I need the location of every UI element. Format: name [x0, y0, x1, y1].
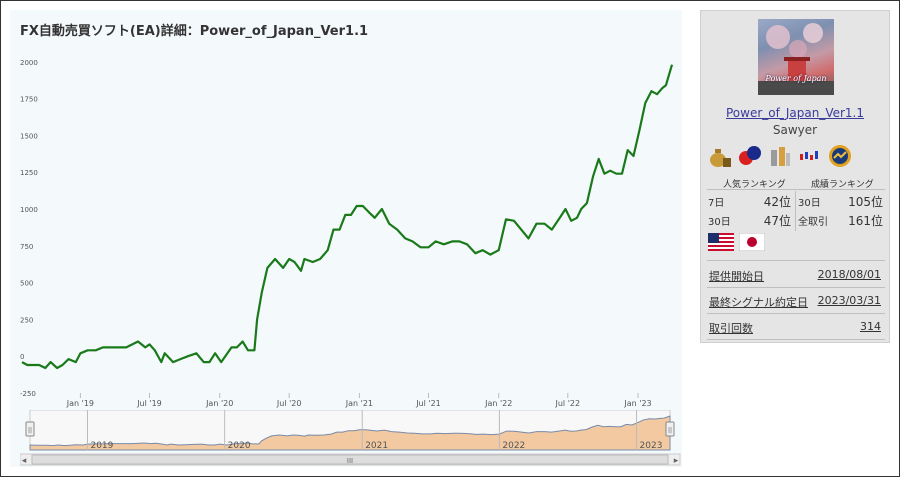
x-tick-label: Jul '22: [555, 399, 581, 408]
perf-30d-rank: 105位: [848, 195, 883, 209]
x-tick-label: Jan '20: [205, 399, 233, 408]
y-tick-label: 1000: [20, 206, 38, 214]
handle-grip: ||: [668, 427, 672, 434]
pop-30d-rank: 47位: [763, 214, 791, 228]
flag-row: [708, 233, 765, 251]
last-signal-value[interactable]: 2023/03/31: [817, 294, 881, 307]
navigator-year-label: 2020: [228, 441, 251, 451]
info-divider-3: [707, 313, 885, 314]
pop-7d-label: 7日: [708, 198, 725, 209]
scrollbar-thumb[interactable]: [31, 454, 669, 465]
award-icon: [829, 145, 851, 167]
navigator-year-label: 2019: [90, 441, 113, 451]
ranking-divider: [707, 189, 885, 190]
profit-line-chart[interactable]: -250 0 250 500 750 1000 1250 1500 1750 2000 Jan '1…: [10, 10, 682, 410]
bottles-icon: [771, 147, 790, 166]
thumbnail-caption: Power of Japan: [765, 74, 827, 83]
japan-flag-icon: [739, 233, 765, 251]
handle-grip: ||: [28, 427, 32, 434]
start-date-label[interactable]: 提供開始日: [709, 270, 764, 283]
cherry-blossom-image: [758, 23, 834, 95]
navigator-right-handle[interactable]: [665, 421, 675, 437]
money-bag-icon: [710, 149, 731, 167]
popularity-ranking-title: 人気ランキング: [723, 180, 786, 190]
start-date-value[interactable]: 2018/08/01: [817, 268, 881, 281]
ea-author[interactable]: Sawyer: [772, 123, 818, 137]
scroll-left-arrow[interactable]: ◂: [22, 456, 27, 466]
candlestick-icon: [800, 151, 818, 160]
scroll-right-arrow[interactable]: ▸: [674, 456, 679, 466]
x-tick-label: Jan '23: [623, 399, 651, 408]
x-tick-label: Jan '22: [484, 399, 512, 408]
info-divider-4: [707, 339, 885, 340]
scrollbar-grip: III: [347, 457, 353, 465]
info-divider-2: [707, 287, 885, 288]
x-tick-label: Jul '21: [415, 399, 441, 408]
ea-thumbnail[interactable]: Power of Japan: [758, 19, 834, 95]
y-tick-label: 500: [20, 280, 33, 288]
trade-count-label[interactable]: 取引回数: [709, 322, 753, 335]
y-tick-label: 1500: [20, 132, 38, 140]
pop-30d-label: 30日: [708, 217, 731, 228]
us-flag-icon: [708, 233, 734, 251]
y-tick-label: 2000: [20, 59, 38, 67]
performance-ranking-title: 成績ランキング: [811, 180, 874, 190]
x-tick-label: Jul '19: [136, 399, 162, 408]
perf-all-rank: 161位: [848, 214, 883, 228]
y-tick-label: 250: [20, 316, 33, 324]
x-tick-label: Jan '21: [345, 399, 373, 408]
trade-count-value[interactable]: 314: [860, 320, 881, 333]
chart-title: FX自動売買ソフト(EA)詳細：Power_of_Japan_Ver1.1: [20, 24, 369, 39]
ea-info-panel: Power of Japan Power_of_Japan_Ver1.1 Saw…: [700, 10, 890, 343]
range-navigator[interactable]: 2019 2020 2021 2022 2023 || || III ◂ ▸: [20, 410, 690, 470]
y-tick-label: -250: [20, 390, 36, 398]
pop-7d-rank: 42位: [763, 195, 791, 209]
y-tick-label: 750: [20, 243, 33, 251]
info-divider-1: [707, 260, 885, 261]
profit-series-line[interactable]: [21, 64, 674, 370]
chat-icon: [739, 146, 761, 165]
ranking-column-divider: [795, 191, 796, 231]
perf-all-label: 全取引: [798, 217, 828, 228]
navigator-year-label: 2022: [502, 441, 525, 451]
badge-row: [708, 144, 852, 168]
navigator-year-label: 2021: [365, 441, 388, 451]
navigator-year-label: 2023: [640, 441, 663, 451]
y-tick-label: 1250: [20, 169, 38, 177]
navigator-left-handle[interactable]: [25, 421, 35, 437]
y-tick-label: 0: [20, 353, 24, 361]
x-tick-label: Jan '19: [66, 399, 94, 408]
navigator-area: [29, 415, 671, 451]
chart-panel: FX自動売買ソフト(EA)詳細：Power_of_Japan_Ver1.1 -2…: [10, 10, 682, 467]
ea-name-link[interactable]: Power_of_Japan_Ver1.1: [726, 106, 864, 120]
y-tick-label: 1750: [20, 96, 38, 104]
perf-30d-label: 30日: [798, 198, 821, 209]
last-signal-label[interactable]: 最終シグナル約定日: [709, 296, 808, 309]
x-tick-label: Jul '20: [276, 399, 302, 408]
